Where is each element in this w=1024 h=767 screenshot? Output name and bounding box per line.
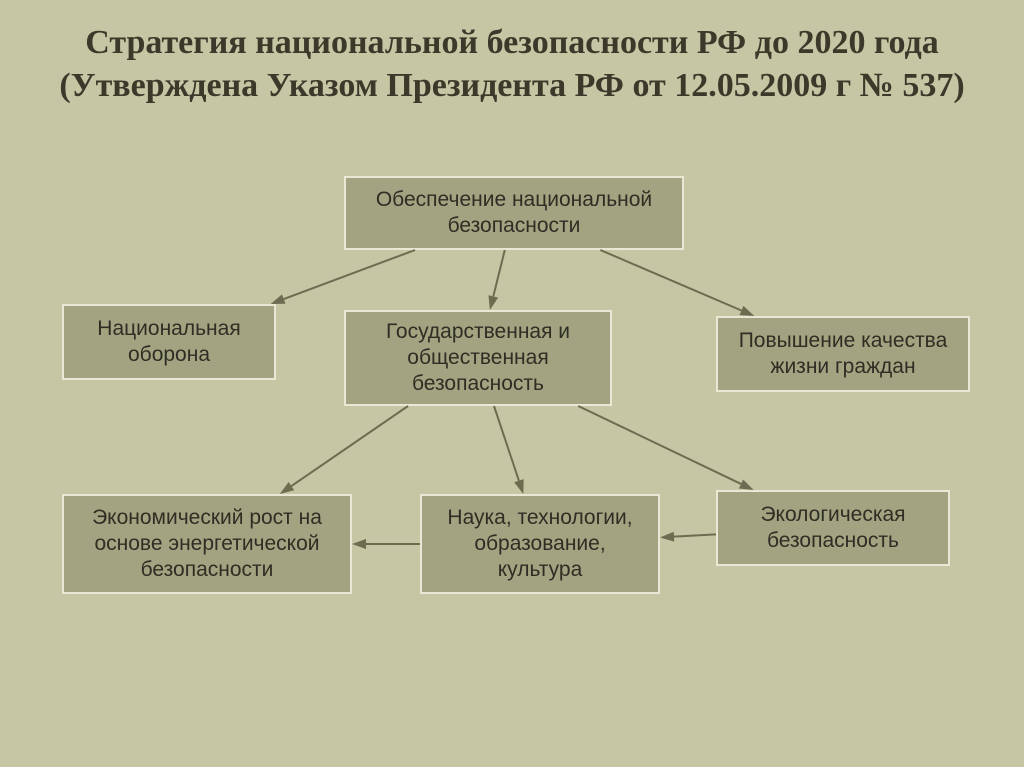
node-national-defense: Национальная оборона [62, 304, 276, 380]
node-root: Обеспечение национальной безопасности [344, 176, 684, 250]
slide: Стратегия национальной безопасности РФ д… [0, 0, 1024, 767]
slide-title: Стратегия национальной безопасности РФ д… [0, 22, 1024, 107]
node-quality-of-life: Повышение качества жизни граждан [716, 316, 970, 392]
node-state-public-safety: Государственная и общественная безопасно… [344, 310, 612, 406]
node-economic-growth: Экономический рост на основе энергетичес… [62, 494, 352, 594]
node-ecological-safety: Экологическая безопасность [716, 490, 950, 566]
node-science-culture: Наука, технологии, образование, культура [420, 494, 660, 594]
